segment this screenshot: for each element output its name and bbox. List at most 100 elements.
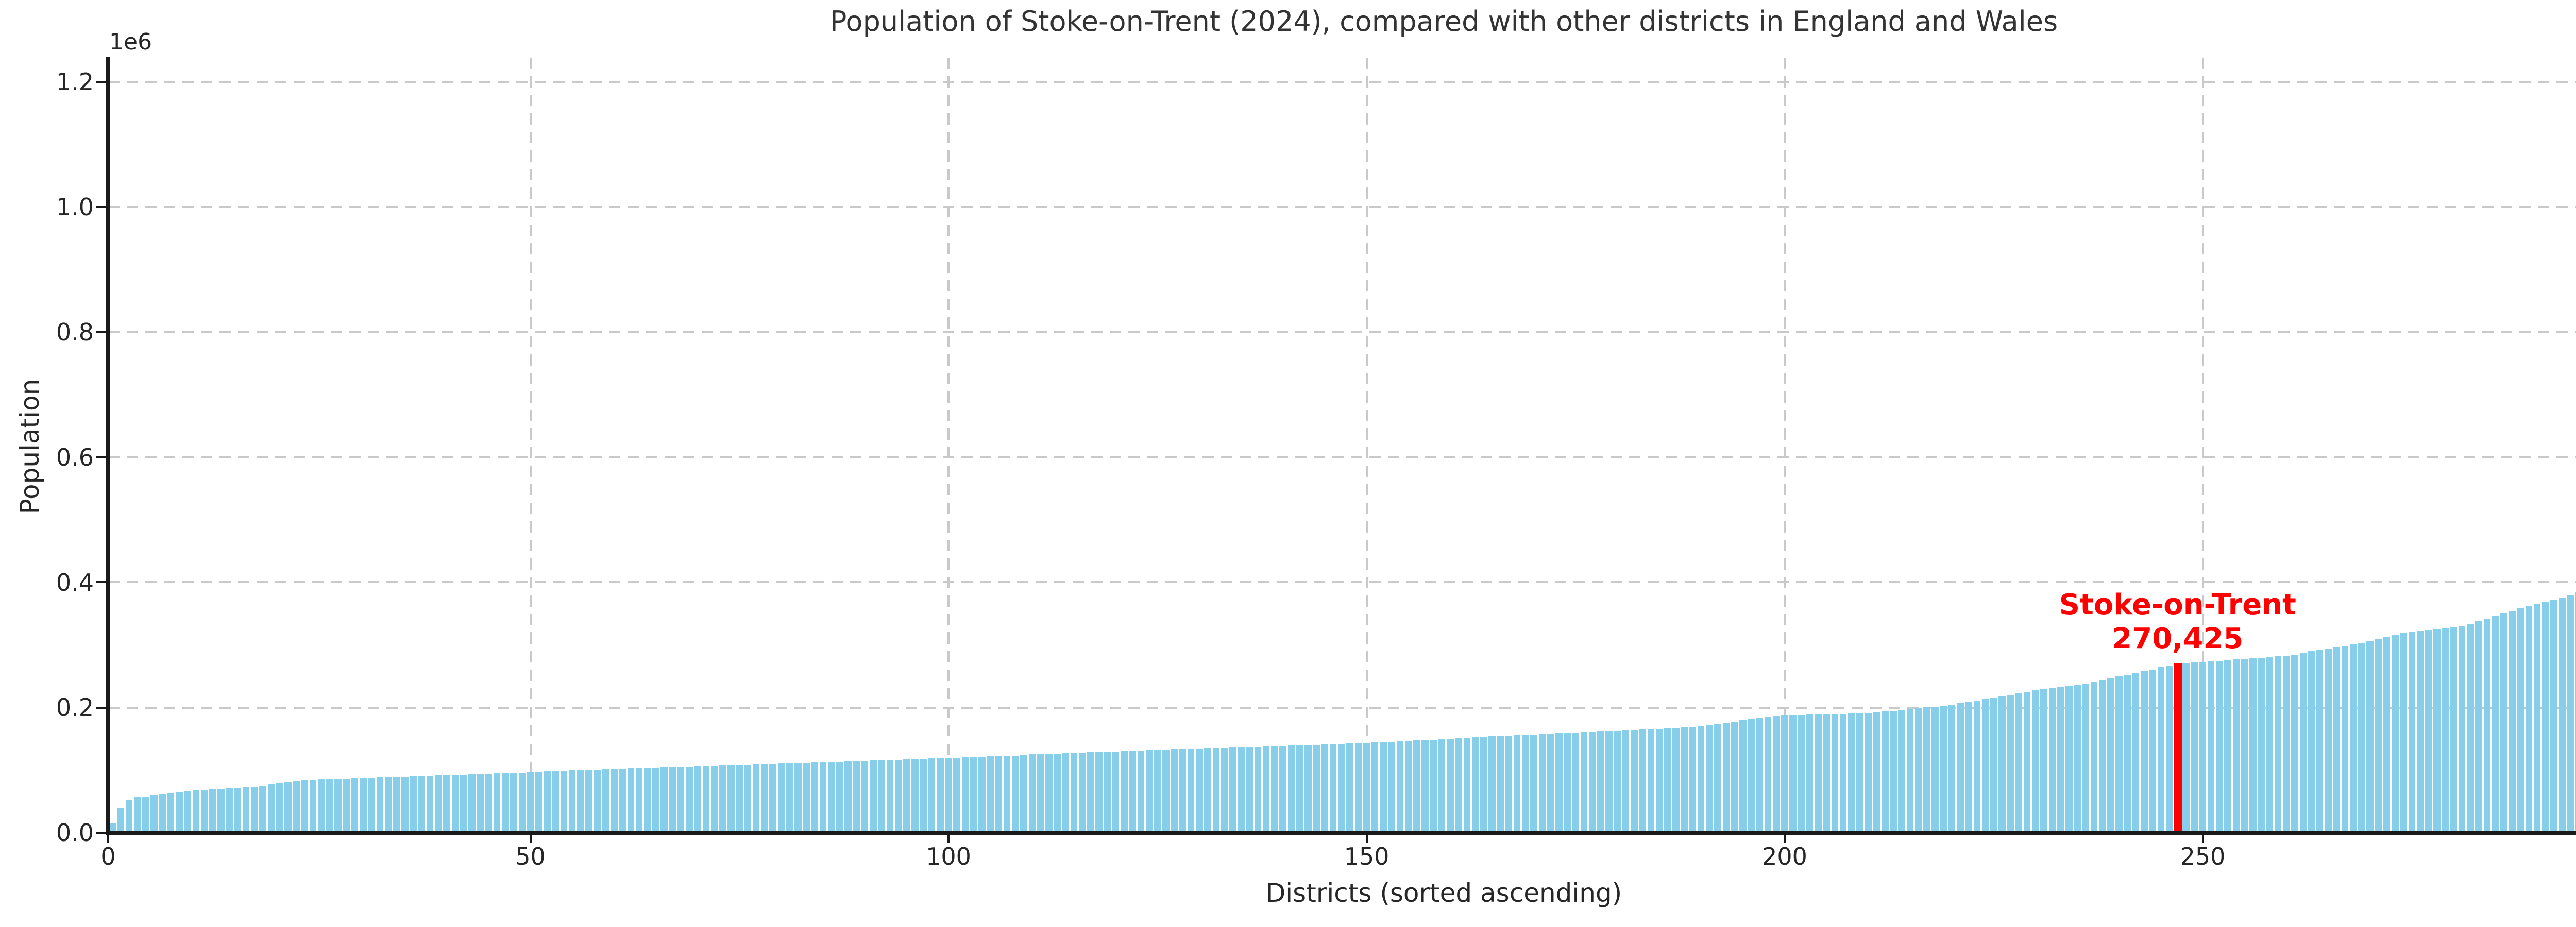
district-bar [2291, 654, 2298, 833]
x-tick-mark [529, 833, 532, 843]
district-bar [360, 778, 367, 833]
district-bar [1455, 738, 1462, 833]
district-bar [133, 797, 141, 833]
axis-spine-bottom [106, 831, 2576, 835]
district-bar [1773, 716, 1780, 833]
district-bar [2274, 656, 2282, 833]
district-bar [643, 768, 651, 833]
district-bar [1028, 754, 1036, 833]
district-bar [184, 791, 191, 833]
district-bar [1664, 728, 1671, 833]
district-bar [1605, 731, 1613, 833]
district-bar [2023, 692, 2031, 833]
district-bar [803, 762, 810, 833]
district-bar [1204, 748, 1211, 833]
district-bar [251, 787, 258, 833]
district-bar [1171, 749, 1178, 833]
district-bar [2074, 684, 2081, 833]
district-bar [1522, 735, 1529, 833]
gridline-horizontal [108, 456, 2576, 458]
district-bar [2333, 647, 2340, 833]
district-bar [384, 777, 392, 833]
district-bar [176, 791, 183, 833]
district-bar [853, 761, 860, 833]
district-bar [1238, 747, 1245, 833]
district-bar [2266, 657, 2274, 833]
chart-title: Population of Stoke-on-Trent (2024), com… [829, 5, 2058, 38]
district-bar [585, 770, 592, 833]
district-bar [1672, 728, 1680, 833]
x-tick-label: 300 [2569, 843, 2576, 870]
district-bar [242, 787, 250, 833]
district-bar [1279, 745, 1286, 833]
district-bar [192, 790, 200, 833]
district-bar [769, 764, 776, 833]
district-bar [234, 788, 242, 833]
district-bar [1806, 714, 1814, 833]
district-bar [2349, 644, 2357, 833]
district-bar [1121, 751, 1128, 833]
district-bar [870, 760, 877, 833]
district-bar [1848, 713, 1855, 833]
district-bar [1396, 741, 1404, 833]
district-bar [401, 776, 409, 833]
district-bar [945, 758, 952, 833]
district-bar [1003, 756, 1011, 833]
gridline-vertical [2201, 58, 2204, 833]
district-bar [159, 794, 166, 833]
district-bar [2442, 628, 2449, 833]
district-bar [2550, 600, 2557, 833]
district-bar [1246, 747, 1253, 833]
district-bar [736, 765, 743, 833]
district-bar [761, 764, 768, 833]
x-axis-label: Districts (sorted ascending) [1265, 878, 1622, 908]
y-tick-mark [96, 456, 106, 458]
x-tick-label: 0 [100, 843, 116, 870]
district-bar [1890, 710, 1897, 833]
district-bar [1639, 729, 1646, 833]
district-bar [1731, 722, 1738, 833]
district-bar [1154, 750, 1161, 833]
district-bar [811, 762, 819, 833]
district-bar [819, 762, 827, 833]
district-bar [894, 759, 902, 833]
district-bar [2517, 608, 2524, 833]
district-bar [1622, 730, 1630, 833]
y-tick-label: 0.8 [56, 318, 94, 346]
district-bar [2299, 653, 2307, 833]
district-bar [1497, 736, 1504, 833]
district-bar [2475, 621, 2482, 833]
x-tick-label: 150 [1344, 843, 1389, 870]
district-bar [1789, 715, 1797, 833]
district-bar [677, 767, 685, 833]
district-bar [2149, 669, 2156, 833]
district-bar [1062, 753, 1069, 833]
district-bar [1706, 725, 1713, 833]
district-bar [1078, 752, 1086, 833]
district-bar [1095, 752, 1103, 833]
district-bar [2065, 685, 2073, 833]
district-bar [477, 774, 484, 833]
district-bar [284, 781, 292, 833]
district-bar [2525, 605, 2533, 833]
district-bar [1914, 708, 1922, 833]
district-bar [1965, 702, 1972, 833]
district-bar [1798, 714, 1805, 833]
district-bar [2182, 663, 2190, 833]
district-bar [1898, 710, 1905, 833]
district-bar [1438, 739, 1446, 833]
district-bar [1815, 714, 1822, 833]
district-bar [1614, 730, 1621, 833]
district-bar [611, 769, 618, 833]
district-bar [2341, 646, 2349, 833]
district-bar [301, 780, 309, 833]
district-bar [209, 789, 216, 833]
district-bar [577, 770, 584, 833]
x-tick-mark [947, 833, 950, 843]
district-bar [1973, 701, 1981, 833]
gridline-horizontal [108, 206, 2576, 208]
x-tick-label: 250 [2180, 843, 2226, 870]
district-bar [1480, 737, 1487, 833]
district-bar [1187, 749, 1195, 833]
